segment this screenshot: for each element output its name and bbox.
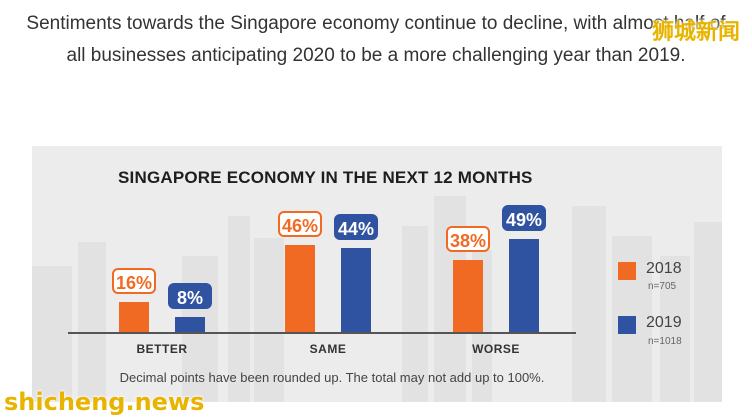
category-label-worse: WORSE: [472, 342, 520, 356]
category-label-same: SAME: [309, 342, 347, 356]
data-label-2018-worse: 38%: [446, 225, 490, 252]
bar-2018-worse: [453, 259, 483, 332]
intro-text: Sentiments towards the Singapore economy…: [26, 13, 726, 66]
watermark-en: shicheng.news: [4, 388, 205, 416]
data-label-2019-same: 44%: [334, 214, 378, 241]
chart-baseline: [68, 332, 576, 334]
bar-2018-better: [119, 301, 149, 332]
data-label-2018-better: 16%: [112, 267, 156, 294]
chart-panel: SINGAPORE ECONOMY IN THE NEXT 12 MONTHS …: [32, 146, 722, 402]
bar-2019-worse: [509, 238, 539, 332]
legend-swatch-2019: [618, 316, 636, 334]
chart-footnote: Decimal points have been rounded up. The…: [119, 370, 545, 385]
category-label-better: BETTER: [136, 342, 188, 356]
chart-title: SINGAPORE ECONOMY IN THE NEXT 12 MONTHS: [118, 168, 533, 187]
bar-2019-same: [341, 248, 371, 332]
data-label-2019-better: 8%: [168, 282, 212, 309]
bar-2018-same: [285, 244, 315, 332]
legend-label-2018: 2018: [646, 260, 682, 277]
bar-2019-better: [175, 316, 205, 332]
legend-label-2019: 2019: [646, 314, 682, 331]
data-label-2019-worse: 49%: [502, 204, 546, 231]
legend-n-2018: n=705: [648, 281, 677, 292]
legend-n-2019: n=1018: [648, 336, 682, 347]
data-label-2018-same: 46%: [278, 210, 322, 237]
legend-swatch-2018: [618, 262, 636, 280]
watermark-cn: 狮城新闻: [651, 20, 740, 45]
